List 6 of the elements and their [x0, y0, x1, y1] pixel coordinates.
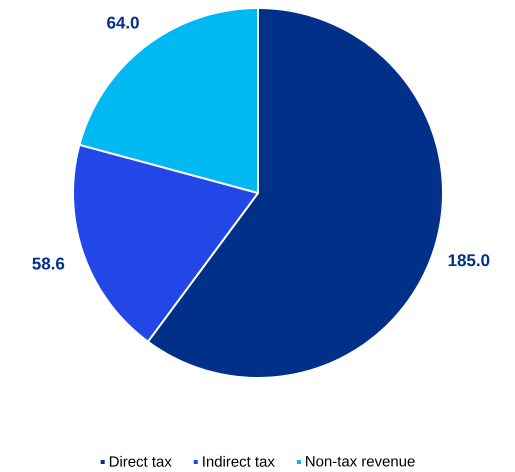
legend-label: Direct tax — [110, 456, 172, 467]
data-label: 185.0 — [448, 254, 490, 266]
data-label: 64.0 — [107, 16, 139, 29]
legend-label: Non-tax revenue — [306, 456, 415, 466]
legend-label: Indirect tax — [203, 456, 275, 467]
data-label: 58.6 — [32, 257, 64, 270]
